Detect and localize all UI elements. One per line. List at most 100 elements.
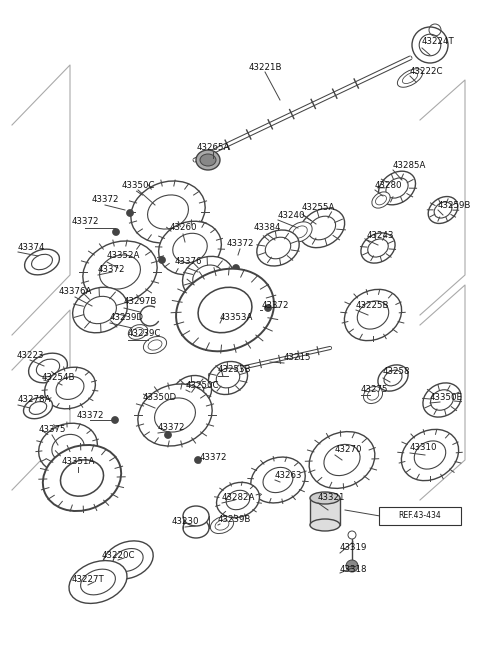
Ellipse shape [173, 233, 207, 263]
Text: 43372: 43372 [98, 265, 125, 274]
Ellipse shape [216, 482, 260, 517]
Ellipse shape [402, 73, 418, 84]
Ellipse shape [367, 390, 379, 400]
Circle shape [348, 531, 356, 539]
Text: 43372: 43372 [226, 240, 254, 248]
Ellipse shape [324, 444, 360, 476]
Circle shape [165, 432, 171, 438]
Text: 43222C: 43222C [410, 67, 444, 77]
Circle shape [346, 560, 358, 572]
Text: 43350C: 43350C [121, 181, 155, 189]
Circle shape [232, 265, 240, 272]
Text: 43372: 43372 [158, 424, 185, 432]
Text: 43265A: 43265A [196, 143, 230, 153]
Ellipse shape [375, 195, 386, 205]
Text: 43372: 43372 [76, 411, 104, 419]
Text: 43374: 43374 [18, 244, 46, 252]
Text: 43239D: 43239D [110, 314, 144, 322]
Ellipse shape [52, 434, 84, 462]
Text: 43285A: 43285A [393, 160, 426, 170]
Circle shape [112, 229, 120, 236]
Text: 43353A: 43353A [220, 314, 253, 322]
Ellipse shape [423, 383, 461, 417]
Ellipse shape [72, 287, 127, 333]
Ellipse shape [24, 249, 60, 275]
Text: 43215: 43215 [284, 354, 312, 362]
Ellipse shape [226, 491, 250, 510]
Text: 43352A: 43352A [107, 252, 140, 261]
Text: 43275: 43275 [361, 386, 388, 394]
Ellipse shape [208, 362, 248, 394]
Ellipse shape [43, 445, 121, 511]
Text: 43372: 43372 [71, 217, 99, 227]
Ellipse shape [401, 430, 458, 481]
Text: 43372: 43372 [91, 195, 119, 204]
Text: 43227T: 43227T [72, 576, 104, 584]
Text: 43282A: 43282A [222, 493, 255, 502]
Text: 43240: 43240 [278, 210, 305, 219]
Ellipse shape [155, 398, 195, 432]
Text: 43351A: 43351A [61, 457, 95, 466]
Text: 43243: 43243 [367, 231, 395, 240]
Text: 43259B: 43259B [438, 200, 471, 210]
Ellipse shape [83, 241, 157, 303]
Ellipse shape [56, 377, 84, 400]
Ellipse shape [419, 34, 441, 56]
Ellipse shape [32, 254, 52, 270]
Ellipse shape [265, 237, 291, 259]
Polygon shape [310, 498, 340, 525]
Ellipse shape [183, 518, 209, 538]
Ellipse shape [300, 208, 345, 248]
Text: 43260: 43260 [169, 223, 197, 233]
Ellipse shape [99, 255, 141, 289]
Ellipse shape [176, 269, 274, 351]
Text: 43350E: 43350E [430, 394, 463, 403]
Ellipse shape [131, 181, 205, 243]
Ellipse shape [128, 325, 148, 339]
Ellipse shape [215, 520, 229, 530]
Text: 43372: 43372 [200, 453, 228, 462]
Ellipse shape [144, 337, 167, 354]
Text: 43318: 43318 [340, 565, 368, 574]
Ellipse shape [172, 375, 212, 409]
Ellipse shape [309, 432, 375, 489]
Text: 43297B: 43297B [124, 297, 157, 307]
Ellipse shape [344, 290, 402, 341]
Ellipse shape [84, 296, 117, 324]
Text: 43270: 43270 [335, 445, 362, 455]
Ellipse shape [363, 386, 383, 403]
Ellipse shape [132, 328, 144, 337]
Text: 43321: 43321 [318, 493, 346, 502]
Ellipse shape [310, 519, 340, 531]
Ellipse shape [103, 541, 153, 579]
Text: 43375: 43375 [38, 426, 66, 434]
Ellipse shape [69, 561, 127, 603]
Text: 43230: 43230 [171, 517, 199, 527]
Ellipse shape [196, 150, 220, 170]
Ellipse shape [200, 154, 216, 166]
Ellipse shape [310, 492, 340, 504]
Ellipse shape [386, 178, 408, 198]
Ellipse shape [412, 27, 448, 63]
Text: 43221B: 43221B [248, 64, 282, 73]
Circle shape [127, 210, 133, 217]
Text: 43223: 43223 [16, 350, 44, 360]
Ellipse shape [368, 239, 388, 257]
Text: 43350D: 43350D [143, 394, 177, 403]
Ellipse shape [24, 398, 52, 419]
Text: 43319: 43319 [340, 544, 367, 553]
Text: 43255A: 43255A [302, 204, 336, 212]
Text: 43372: 43372 [262, 301, 289, 310]
Text: 43258: 43258 [383, 367, 410, 377]
Ellipse shape [193, 265, 223, 291]
Text: 43376A: 43376A [58, 288, 92, 297]
Text: 43254B: 43254B [41, 373, 75, 383]
Ellipse shape [257, 230, 299, 266]
Ellipse shape [159, 221, 221, 274]
Ellipse shape [147, 195, 189, 229]
Ellipse shape [183, 506, 209, 526]
Ellipse shape [372, 192, 390, 208]
Text: 43239C: 43239C [128, 329, 161, 339]
Ellipse shape [434, 202, 452, 218]
Ellipse shape [138, 384, 212, 446]
